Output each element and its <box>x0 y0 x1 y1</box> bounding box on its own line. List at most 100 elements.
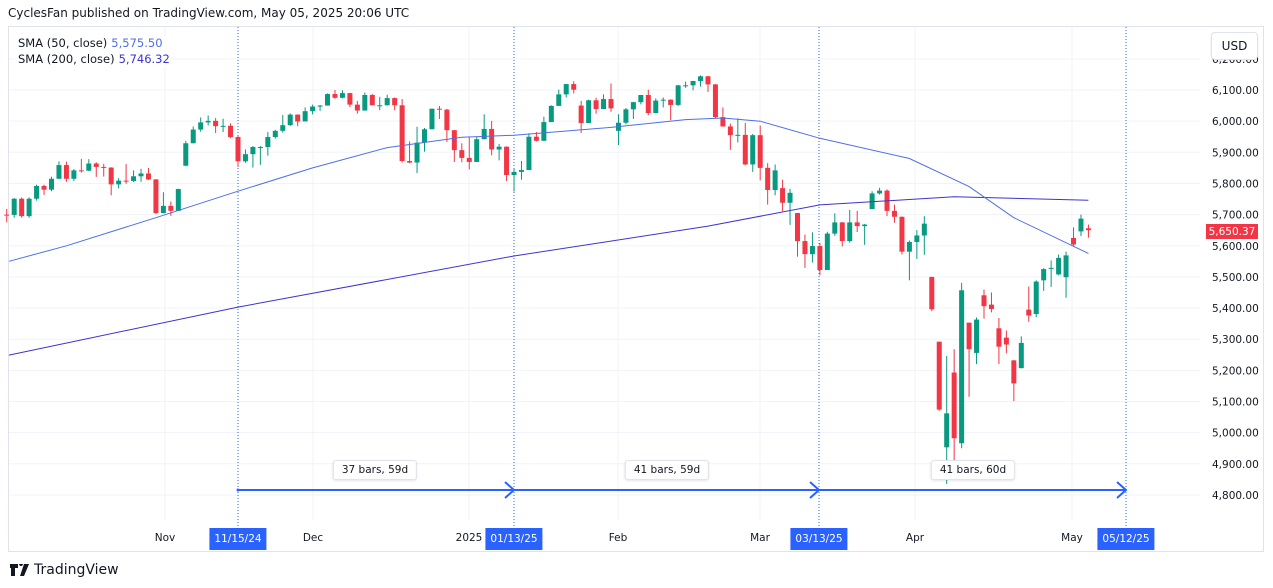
candle <box>220 118 226 133</box>
candle <box>996 318 1002 365</box>
candle <box>727 123 733 150</box>
footer-brand[interactable]: TradingView <box>10 562 119 578</box>
candle-body <box>138 173 144 177</box>
candle-body <box>817 246 823 271</box>
candle-body <box>496 146 502 150</box>
candle-body <box>787 192 793 203</box>
candle <box>93 162 99 177</box>
candle-body <box>444 109 450 131</box>
candle-body <box>727 126 733 136</box>
legend-sma50[interactable]: SMA (50, close) 5,575.50 <box>18 36 163 50</box>
y-tick-label: 6,100.00 <box>1212 85 1259 97</box>
candle-body <box>1071 237 1077 245</box>
candle-body <box>474 139 480 162</box>
candle-body <box>750 135 756 165</box>
candle-body <box>295 114 301 122</box>
candle <box>1003 330 1009 354</box>
candle-body <box>899 216 905 252</box>
candle-body <box>93 163 99 167</box>
candle <box>317 104 323 111</box>
candle <box>1026 286 1032 322</box>
candle <box>131 170 137 182</box>
currency-button[interactable]: USD <box>1211 32 1258 60</box>
candle <box>653 98 659 114</box>
candle-body <box>802 241 808 255</box>
candle-body <box>645 94 651 114</box>
candle <box>988 292 994 313</box>
range-arrow-head <box>809 481 821 499</box>
publish-info: CyclesFan published on TradingView.com, … <box>8 6 410 20</box>
candle <box>668 99 674 121</box>
candle <box>407 141 413 164</box>
y-tick-label: 4,900.00 <box>1212 459 1259 471</box>
y-tick-label: 5,400.00 <box>1212 303 1259 315</box>
candle-body <box>280 125 286 131</box>
candle <box>63 161 69 182</box>
candle-body <box>981 295 987 307</box>
candle-body <box>11 198 17 215</box>
candle <box>183 140 189 167</box>
candle <box>1041 268 1047 291</box>
candle <box>847 209 853 243</box>
candle <box>1018 336 1024 369</box>
legend-sma200[interactable]: SMA (200, close) 5,746.32 <box>18 52 170 66</box>
candle <box>332 90 338 99</box>
sma50-line <box>8 117 1089 262</box>
x-tick-dec: Dec <box>302 532 324 544</box>
candle-body <box>772 170 778 190</box>
candle-body <box>325 94 331 106</box>
y-tick-label: 5,900.00 <box>1212 147 1259 159</box>
candle-body <box>608 99 614 109</box>
candle-body <box>436 108 442 110</box>
candle-body <box>571 84 577 90</box>
candle <box>49 176 54 192</box>
candle-body <box>511 171 517 176</box>
candle <box>392 97 398 111</box>
candle <box>19 197 25 218</box>
candle-body <box>1026 309 1032 316</box>
candle-body <box>653 100 659 114</box>
candle-body <box>347 93 353 105</box>
candle <box>511 168 517 192</box>
candle <box>556 89 562 106</box>
candle <box>966 322 972 397</box>
candle <box>1085 224 1091 238</box>
date-marker-label-2: 01/13/25 <box>485 528 543 550</box>
candle <box>608 83 614 112</box>
candle <box>698 75 704 87</box>
candle <box>399 99 405 163</box>
candle <box>242 149 248 163</box>
candle <box>362 92 368 111</box>
candle <box>518 161 524 180</box>
candle-body <box>944 413 950 448</box>
candle-body <box>317 105 323 107</box>
candle-body <box>71 170 77 179</box>
candle-body <box>34 185 40 199</box>
candle <box>436 105 442 119</box>
candle <box>1033 280 1039 318</box>
date-marker-label-1: 11/15/24 <box>209 528 267 550</box>
candle-body <box>974 319 980 353</box>
candle <box>198 117 204 132</box>
candle <box>377 96 383 111</box>
candle <box>683 81 689 88</box>
candle <box>578 100 584 133</box>
candle-body <box>354 104 360 111</box>
candle-body <box>123 180 129 182</box>
candle-body <box>518 170 524 172</box>
chart-frame <box>8 26 1264 552</box>
y-tick-label: 4,800.00 <box>1212 490 1259 502</box>
candle-body <box>929 276 935 310</box>
candle <box>906 240 912 281</box>
x-tick-mar: Mar <box>750 532 770 544</box>
candle <box>645 89 651 116</box>
candle <box>712 84 718 119</box>
candle-body <box>459 150 465 158</box>
candle <box>280 114 286 133</box>
candle-body <box>854 222 860 227</box>
candle <box>615 114 621 146</box>
candle <box>772 164 778 196</box>
candle <box>877 187 883 195</box>
candle <box>869 191 875 209</box>
